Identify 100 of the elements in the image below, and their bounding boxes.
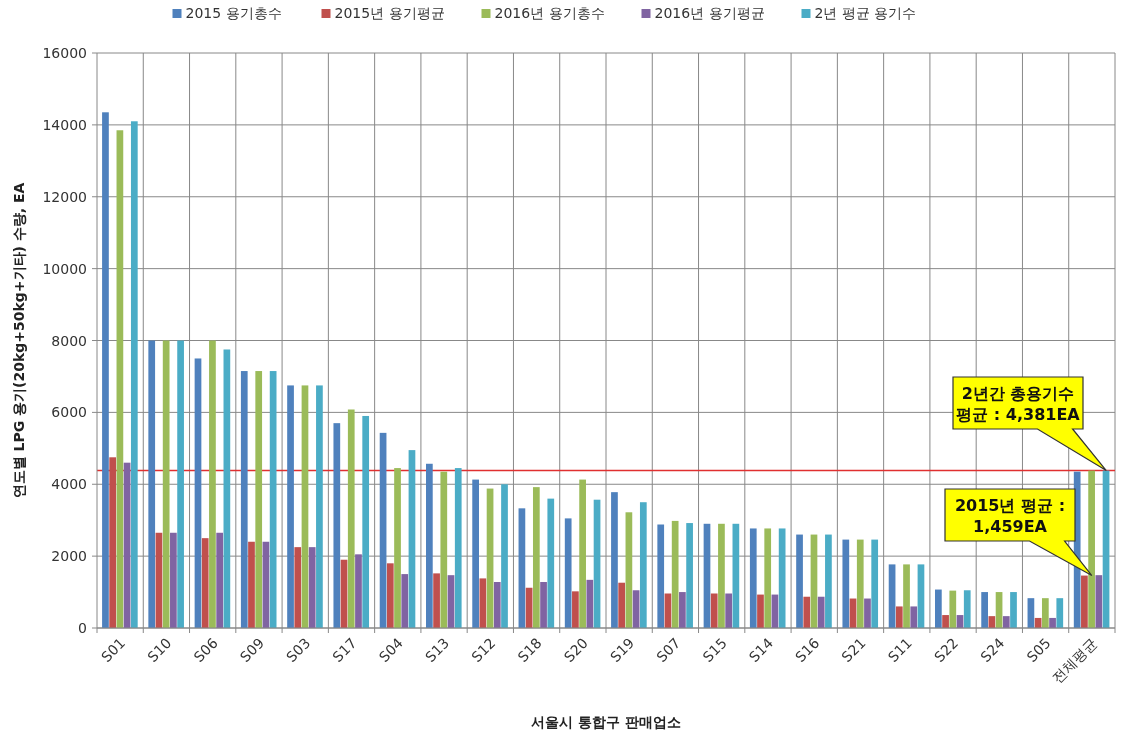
legend-label: 2016년 용기평균	[654, 5, 765, 21]
bar	[209, 340, 216, 628]
bar	[718, 523, 725, 628]
bar	[817, 596, 825, 628]
y-tick-label: 0	[78, 620, 87, 636]
bar	[109, 457, 117, 628]
bar	[130, 121, 138, 628]
bar	[935, 589, 942, 628]
bar	[1002, 616, 1010, 628]
bar	[988, 616, 996, 628]
x-tick-label: S21	[838, 634, 869, 665]
bar	[269, 371, 277, 628]
bar	[803, 596, 811, 628]
bar	[362, 415, 370, 628]
bar	[764, 528, 772, 628]
y-tick-label: 8000	[51, 332, 87, 349]
bar	[454, 468, 462, 628]
bar	[842, 539, 850, 628]
bar	[895, 606, 903, 628]
bar	[347, 409, 355, 628]
annotation: 2년간 총용기수 평균 : 4,381EA	[956, 384, 1081, 424]
bar	[618, 582, 626, 628]
bar	[757, 594, 764, 628]
bar	[572, 591, 579, 628]
x-axis-title: 서울시 통합구 판매업소	[531, 714, 681, 730]
bar	[148, 340, 156, 628]
bar	[981, 592, 988, 628]
bar	[355, 554, 362, 628]
bar	[671, 520, 679, 628]
x-tick-label: S12	[468, 634, 499, 665]
bar	[333, 423, 341, 628]
bar	[686, 523, 693, 628]
bar	[657, 524, 665, 628]
bar	[963, 590, 971, 628]
bar	[564, 518, 572, 628]
x-tick-label: S22	[930, 634, 962, 665]
bar	[871, 539, 879, 628]
x-tick-label: S11	[884, 634, 915, 665]
bar	[1095, 575, 1103, 628]
y-tick-label: 12000	[42, 188, 87, 205]
bar	[102, 112, 109, 628]
bar	[255, 371, 263, 628]
y-tick-label: 4000	[51, 476, 87, 493]
bar	[493, 582, 501, 628]
legend-label: 2015 용기총수	[185, 5, 282, 21]
bar	[910, 606, 918, 628]
bar	[825, 534, 832, 628]
y-tick-label: 2000	[51, 548, 87, 565]
annotation: 2015년 평균 : 1,459EA	[954, 496, 1066, 536]
bar	[710, 593, 718, 628]
bar	[1041, 598, 1049, 628]
y-tick-label: 6000	[51, 404, 87, 421]
bar	[1081, 575, 1088, 628]
bar	[547, 498, 555, 628]
bar	[240, 371, 248, 628]
bar	[949, 590, 957, 628]
bar	[386, 563, 394, 628]
bar	[426, 463, 433, 628]
bar	[1056, 598, 1064, 628]
bar	[216, 532, 224, 628]
bar	[856, 539, 864, 628]
bar	[611, 492, 618, 628]
y-tick-label: 14000	[42, 116, 87, 133]
bar	[796, 534, 803, 628]
bar	[170, 532, 177, 628]
bar	[532, 487, 540, 628]
bar	[679, 592, 686, 628]
x-tick-label: S01	[98, 634, 129, 665]
bar	[162, 340, 170, 628]
bar	[903, 564, 910, 628]
bar	[579, 479, 586, 628]
bar	[479, 578, 487, 628]
bar	[586, 579, 594, 628]
bar	[401, 574, 409, 628]
bar	[308, 547, 316, 628]
x-tick-label: S19	[607, 634, 638, 665]
bar	[749, 528, 757, 628]
bar	[1088, 470, 1095, 628]
legend-label: 2015년 용기평균	[334, 5, 445, 21]
bar	[177, 340, 184, 628]
bar	[201, 538, 209, 628]
legend-label: 2년 평균 용기수	[814, 5, 917, 21]
bar	[639, 502, 647, 628]
legend-label: 2016년 용기총수	[494, 5, 605, 21]
bar	[472, 479, 479, 628]
bar	[725, 593, 733, 628]
bar	[864, 598, 871, 628]
bar	[501, 484, 508, 628]
bar	[394, 468, 401, 628]
bar	[1049, 617, 1056, 628]
bar	[433, 573, 440, 628]
bar	[287, 385, 294, 628]
bar	[316, 385, 323, 628]
bar	[440, 471, 448, 628]
bar	[294, 547, 302, 628]
bar	[1010, 592, 1017, 628]
bar	[540, 582, 547, 628]
bar	[778, 528, 786, 628]
x-tick-label: S09	[236, 634, 268, 665]
y-axis-title: 연도별 LPG 용기(20kg+50kg+기타) 수량, EA	[11, 182, 27, 499]
